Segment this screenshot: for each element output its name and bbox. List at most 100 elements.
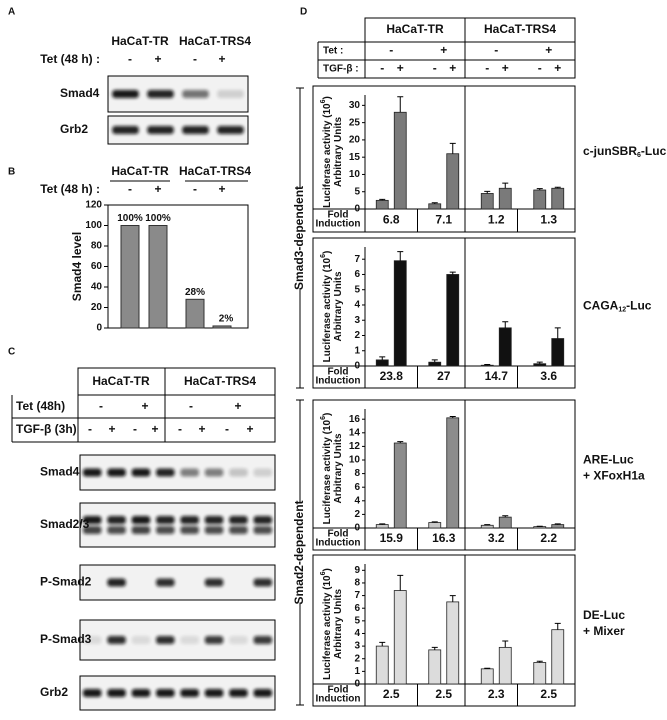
chart-title: + XFoxH1a: [583, 469, 645, 483]
y-tick-label: 2: [354, 509, 360, 520]
blot-band: [205, 526, 224, 534]
blot-band: [205, 636, 224, 644]
blot-band: [156, 469, 175, 477]
text-part: Luciferase activity (10: [322, 419, 333, 524]
blot-band: [147, 126, 174, 134]
y-tick-label: 14: [349, 427, 361, 438]
blot-band: [107, 579, 126, 587]
sign: -: [189, 399, 193, 413]
fold-induction: 23.8: [380, 369, 404, 383]
text-part: Arbitrary Units: [333, 117, 344, 187]
bar: [376, 525, 388, 528]
text-part: DE-Luc: [583, 608, 625, 622]
row-label: Tet :: [323, 46, 343, 57]
fold-induction: 1.3: [540, 213, 557, 227]
fold-induction: 14.7: [485, 369, 509, 383]
bar: [376, 646, 388, 684]
blot-band: [132, 516, 151, 524]
y-tick-label: 1: [354, 345, 360, 356]
fold-induction: 2.2: [540, 531, 557, 545]
text-part: Luciferase activity (10: [322, 103, 333, 208]
blot-band: [254, 469, 273, 477]
y-tick-label: 5: [354, 615, 360, 626]
sign: +: [246, 422, 253, 436]
y-tick-label: 4: [354, 300, 360, 311]
text-part: Arbitrary Units: [333, 433, 344, 503]
sign: -: [88, 422, 92, 436]
blot-band: [156, 579, 175, 587]
row-label: Tet (48 h) :: [40, 182, 100, 196]
bar: [394, 591, 406, 684]
sign: -: [538, 61, 542, 75]
text-part: + XFoxH1a: [583, 469, 645, 483]
sign: -: [128, 52, 132, 66]
y-tick-label: 4: [354, 628, 360, 639]
row-label: Tet (48h): [16, 399, 65, 413]
cell-line: HaCaT-TRS4: [179, 164, 251, 178]
fold-induction: 1.2: [488, 213, 505, 227]
blot-band: [254, 636, 273, 644]
bar: [499, 328, 511, 366]
sign: -: [133, 422, 137, 436]
y-tick-label: 80: [91, 241, 103, 252]
fold-induction: 2.5: [435, 687, 452, 701]
fold-induction: 7.1: [435, 213, 452, 227]
text-part: -Luc: [641, 144, 667, 158]
y-tick-label: 0: [96, 323, 102, 334]
bar: [499, 188, 511, 209]
fold-induction: 27: [437, 369, 451, 383]
cell-line: HaCaT-TR: [111, 164, 169, 178]
blot-band: [180, 516, 199, 524]
sign: +: [440, 43, 447, 57]
group-label: Smad3-dependent: [292, 186, 306, 290]
blot-band: [107, 636, 126, 644]
error-bar: [397, 575, 403, 590]
fold-induction: 6.8: [383, 213, 400, 227]
text-part: ): [322, 251, 333, 254]
y-tick-label: 10: [349, 455, 361, 466]
sign: +: [108, 422, 115, 436]
sign: -: [178, 422, 182, 436]
y-tick-label: 6: [354, 482, 360, 493]
bar: [149, 226, 167, 329]
bar: [481, 669, 493, 684]
y-axis-label: Arbitrary Units: [333, 589, 344, 659]
fold-induction: 3.2: [488, 531, 505, 545]
error-bar: [379, 357, 385, 360]
blot-band: [180, 526, 199, 534]
blot-band: [107, 469, 126, 477]
error-bar: [450, 143, 456, 153]
row-label: Tet (48 h) :: [40, 52, 100, 66]
sign: -: [193, 52, 197, 66]
text-part: ): [322, 96, 333, 99]
bar: [376, 360, 388, 366]
blot-band: [132, 526, 151, 534]
cell-line: HaCaT-TR: [111, 34, 169, 48]
y-tick-label: 40: [91, 282, 103, 293]
y-tick-label: 2: [354, 330, 360, 341]
blot-band: [83, 469, 102, 477]
y-tick-label: 0: [354, 679, 360, 690]
y-tick-label: 0: [354, 523, 360, 534]
value-label: 100%: [117, 213, 143, 224]
y-tick-label: 0: [354, 361, 360, 372]
blot-band: [182, 90, 209, 98]
y-tick-label: 12: [349, 441, 361, 452]
y-tick-label: 120: [85, 200, 102, 211]
blot-band: [217, 90, 244, 98]
y-axis-label: Smad4 level: [70, 232, 84, 301]
y-tick-label: 8: [354, 468, 360, 479]
y-axis-label: Arbitrary Units: [333, 433, 344, 503]
bar: [186, 299, 204, 328]
blot-band: [107, 689, 126, 697]
chart-title: + Mixer: [583, 624, 625, 638]
blot-band: [182, 126, 209, 134]
bar: [552, 188, 564, 209]
y-tick-label: 6: [354, 269, 360, 280]
blot-band: [229, 636, 248, 644]
blot-band: [156, 526, 175, 534]
blot-band: [156, 516, 175, 524]
error-bar: [397, 252, 403, 261]
cell-line: HaCaT-TR: [92, 374, 150, 388]
text-part: Luciferase activity (10: [322, 257, 333, 362]
